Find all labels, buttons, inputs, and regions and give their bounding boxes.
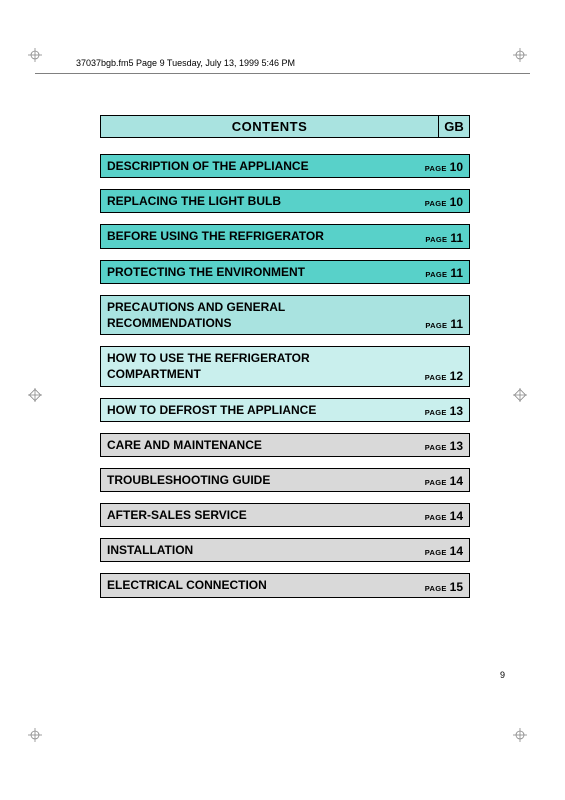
toc-title: CARE AND MAINTENANCE xyxy=(107,437,262,453)
toc-page-label: PAGE xyxy=(425,270,447,279)
toc-page-label: PAGE xyxy=(425,584,447,593)
toc-page-number: 11 xyxy=(450,231,463,245)
toc-row: AFTER-SALES SERVICE PAGE14 xyxy=(100,503,470,527)
toc-row: PRECAUTIONS AND GENERALRECOMMENDATIONS PA… xyxy=(100,295,470,335)
contents-block: CONTENTS GB DESCRIPTION OF THE APPLIANCE… xyxy=(100,115,470,609)
toc-page-number: 12 xyxy=(450,369,463,383)
printers-mark-icon xyxy=(513,388,527,402)
toc-page-number: 14 xyxy=(450,509,463,523)
page-number: 9 xyxy=(500,670,505,680)
contents-title: CONTENTS xyxy=(100,115,439,138)
toc-page-label: PAGE xyxy=(425,321,447,330)
toc-page-number: 15 xyxy=(450,580,463,594)
toc-page: PAGE11 xyxy=(417,231,463,245)
toc-title: HOW TO USE THE REFRIGERATORCOMPARTMENT xyxy=(107,350,310,382)
printers-mark-icon xyxy=(28,388,42,402)
toc-page-number: 11 xyxy=(450,317,463,331)
toc-page: PAGE14 xyxy=(417,544,463,558)
toc-page-label: PAGE xyxy=(425,443,447,452)
toc-page-number: 14 xyxy=(450,544,463,558)
toc-title: DESCRIPTION OF THE APPLIANCE xyxy=(107,158,309,174)
page: 37037bgb.fm5 Page 9 Tuesday, July 13, 19… xyxy=(0,0,565,800)
toc-page-number: 13 xyxy=(450,439,463,453)
toc-page-number: 13 xyxy=(450,404,463,418)
toc-page: PAGE14 xyxy=(417,509,463,523)
printers-mark-icon xyxy=(28,48,42,62)
toc-title: AFTER-SALES SERVICE xyxy=(107,507,247,523)
toc-row: ELECTRICAL CONNECTION PAGE15 xyxy=(100,573,470,597)
toc-page-number: 10 xyxy=(450,160,463,174)
title-row: CONTENTS GB xyxy=(100,115,470,138)
toc-page-label: PAGE xyxy=(425,373,447,382)
toc-title: HOW TO DEFROST THE APPLIANCE xyxy=(107,402,316,418)
toc-title: PRECAUTIONS AND GENERALRECOMMENDATIONS xyxy=(107,299,285,331)
toc-row: BEFORE USING THE REFRIGERATOR PAGE11 xyxy=(100,224,470,248)
toc-row: DESCRIPTION OF THE APPLIANCE PAGE10 xyxy=(100,154,470,178)
toc-page-label: PAGE xyxy=(425,199,447,208)
toc-row: TROUBLESHOOTING GUIDE PAGE14 xyxy=(100,468,470,492)
toc-page: PAGE11 xyxy=(417,266,463,280)
toc-title: INSTALLATION xyxy=(107,542,193,558)
toc-row: PROTECTING THE ENVIRONMENT PAGE11 xyxy=(100,260,470,284)
language-code: GB xyxy=(439,115,470,138)
toc-row: INSTALLATION PAGE14 xyxy=(100,538,470,562)
toc-title: PROTECTING THE ENVIRONMENT xyxy=(107,264,305,280)
toc-page-label: PAGE xyxy=(425,235,447,244)
toc-page: PAGE13 xyxy=(417,439,463,453)
toc-page-label: PAGE xyxy=(425,513,447,522)
toc-page: PAGE11 xyxy=(417,317,463,331)
toc-page: PAGE14 xyxy=(417,474,463,488)
header-rule xyxy=(35,73,530,74)
toc-row: REPLACING THE LIGHT BULB PAGE10 xyxy=(100,189,470,213)
header-text: 37037bgb.fm5 Page 9 Tuesday, July 13, 19… xyxy=(76,58,295,68)
printers-mark-icon xyxy=(28,728,42,742)
toc-page: PAGE12 xyxy=(417,369,463,383)
toc-title: ELECTRICAL CONNECTION xyxy=(107,577,267,593)
toc-page: PAGE15 xyxy=(417,580,463,594)
toc-page: PAGE10 xyxy=(417,160,463,174)
printers-mark-icon xyxy=(513,48,527,62)
toc-title: BEFORE USING THE REFRIGERATOR xyxy=(107,228,324,244)
toc-row: CARE AND MAINTENANCE PAGE13 xyxy=(100,433,470,457)
toc-page-number: 10 xyxy=(450,195,463,209)
toc-page: PAGE10 xyxy=(417,195,463,209)
toc-page-label: PAGE xyxy=(425,164,447,173)
toc-row: HOW TO USE THE REFRIGERATORCOMPARTMENT PA… xyxy=(100,346,470,386)
toc-page-label: PAGE xyxy=(425,408,447,417)
toc-page-label: PAGE xyxy=(425,478,447,487)
toc-page-number: 11 xyxy=(450,266,463,280)
toc-list: DESCRIPTION OF THE APPLIANCEPAGE10REPLAC… xyxy=(100,154,470,598)
toc-page-label: PAGE xyxy=(425,548,447,557)
toc-page: PAGE13 xyxy=(417,404,463,418)
toc-row: HOW TO DEFROST THE APPLIANCE PAGE13 xyxy=(100,398,470,422)
toc-page-number: 14 xyxy=(450,474,463,488)
toc-title: TROUBLESHOOTING GUIDE xyxy=(107,472,270,488)
toc-title: REPLACING THE LIGHT BULB xyxy=(107,193,281,209)
printers-mark-icon xyxy=(513,728,527,742)
